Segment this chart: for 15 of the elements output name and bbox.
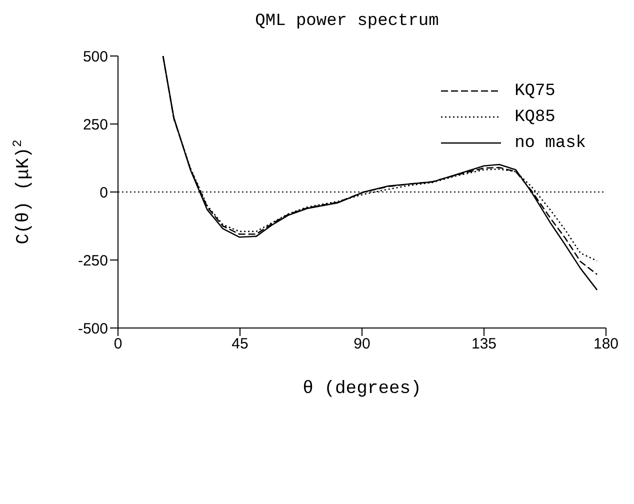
- x-tick-label: 0: [114, 336, 122, 353]
- y-tick-label: 250: [82, 116, 108, 134]
- legend-label: no mask: [514, 134, 586, 152]
- y-tick-label: -250: [78, 252, 108, 270]
- y-tick-label: 500: [82, 48, 108, 66]
- y-tick-label: -500: [78, 320, 108, 338]
- x-tick-label: 180: [593, 336, 619, 353]
- legend-label: KQ75: [514, 82, 556, 100]
- x-axis-title: θ (degrees): [302, 378, 422, 399]
- x-tick-label: 135: [471, 336, 497, 353]
- x-tick-label: 45: [232, 336, 248, 353]
- y-tick-label: 0: [100, 184, 108, 202]
- chart-title: QML power spectrum: [254, 12, 440, 31]
- x-tick-label: 90: [354, 336, 370, 353]
- legend-label: KQ85: [514, 108, 556, 126]
